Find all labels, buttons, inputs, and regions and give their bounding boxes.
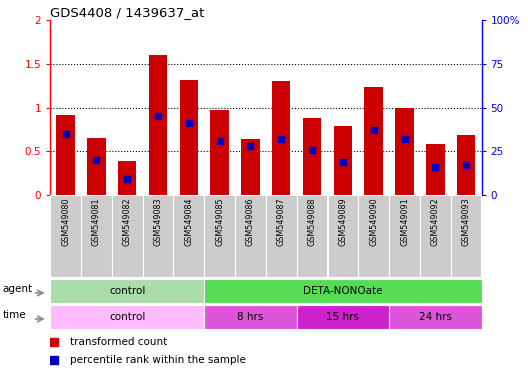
Text: GSM549089: GSM549089: [338, 197, 347, 246]
Point: [462, 162, 470, 168]
Point: [154, 113, 162, 119]
Bar: [266, 195, 297, 277]
Text: control: control: [109, 312, 145, 322]
Text: GSM549080: GSM549080: [61, 197, 70, 246]
Point: [123, 176, 131, 182]
Text: transformed count: transformed count: [70, 337, 167, 347]
Bar: [50, 195, 81, 277]
Text: GSM549083: GSM549083: [154, 197, 163, 246]
Text: 8 hrs: 8 hrs: [237, 312, 263, 322]
Bar: [457, 135, 475, 195]
Bar: [389, 305, 482, 329]
Bar: [180, 79, 198, 195]
Text: GSM549093: GSM549093: [461, 197, 470, 246]
Bar: [56, 114, 75, 195]
Bar: [359, 195, 389, 277]
Bar: [118, 161, 136, 195]
Bar: [241, 139, 260, 195]
Point: [61, 131, 70, 137]
Text: agent: agent: [3, 284, 33, 294]
Bar: [297, 305, 389, 329]
Point: [277, 136, 286, 142]
Text: GSM549081: GSM549081: [92, 197, 101, 246]
Bar: [112, 195, 143, 277]
Bar: [334, 126, 352, 195]
Text: DETA-NONOate: DETA-NONOate: [303, 286, 383, 296]
Bar: [364, 86, 383, 195]
Bar: [204, 195, 235, 277]
Bar: [204, 305, 297, 329]
Text: GSM549085: GSM549085: [215, 197, 224, 246]
Bar: [143, 195, 173, 277]
Text: percentile rank within the sample: percentile rank within the sample: [70, 355, 246, 365]
Text: GSM549086: GSM549086: [246, 197, 255, 246]
Bar: [297, 195, 327, 277]
Bar: [210, 110, 229, 195]
Bar: [272, 81, 290, 195]
Text: 15 hrs: 15 hrs: [326, 312, 360, 322]
Text: GSM549090: GSM549090: [369, 197, 378, 246]
Bar: [395, 108, 414, 195]
Bar: [50, 279, 204, 303]
Text: GSM549092: GSM549092: [431, 197, 440, 246]
Bar: [50, 305, 204, 329]
Text: GSM549082: GSM549082: [122, 197, 131, 246]
Point: [431, 164, 439, 170]
Point: [92, 157, 101, 163]
Text: GSM549088: GSM549088: [308, 197, 317, 246]
Bar: [81, 195, 112, 277]
Point: [185, 120, 193, 126]
Point: [215, 138, 224, 144]
Bar: [174, 195, 204, 277]
Bar: [303, 118, 322, 195]
Point: [308, 146, 316, 152]
Bar: [327, 195, 358, 277]
Point: [370, 127, 378, 133]
Text: GDS4408 / 1439637_at: GDS4408 / 1439637_at: [50, 6, 204, 19]
Text: GSM549087: GSM549087: [277, 197, 286, 246]
Text: GSM549084: GSM549084: [184, 197, 193, 246]
Bar: [87, 138, 106, 195]
Bar: [204, 279, 482, 303]
Bar: [451, 195, 482, 277]
Point: [338, 159, 347, 165]
Bar: [426, 144, 445, 195]
Point: [246, 143, 254, 149]
Text: 24 hrs: 24 hrs: [419, 312, 452, 322]
Bar: [149, 55, 167, 195]
Bar: [389, 195, 420, 277]
Bar: [235, 195, 266, 277]
Text: time: time: [3, 310, 26, 320]
Point: [400, 136, 409, 142]
Bar: [420, 195, 451, 277]
Text: GSM549091: GSM549091: [400, 197, 409, 246]
Text: control: control: [109, 286, 145, 296]
